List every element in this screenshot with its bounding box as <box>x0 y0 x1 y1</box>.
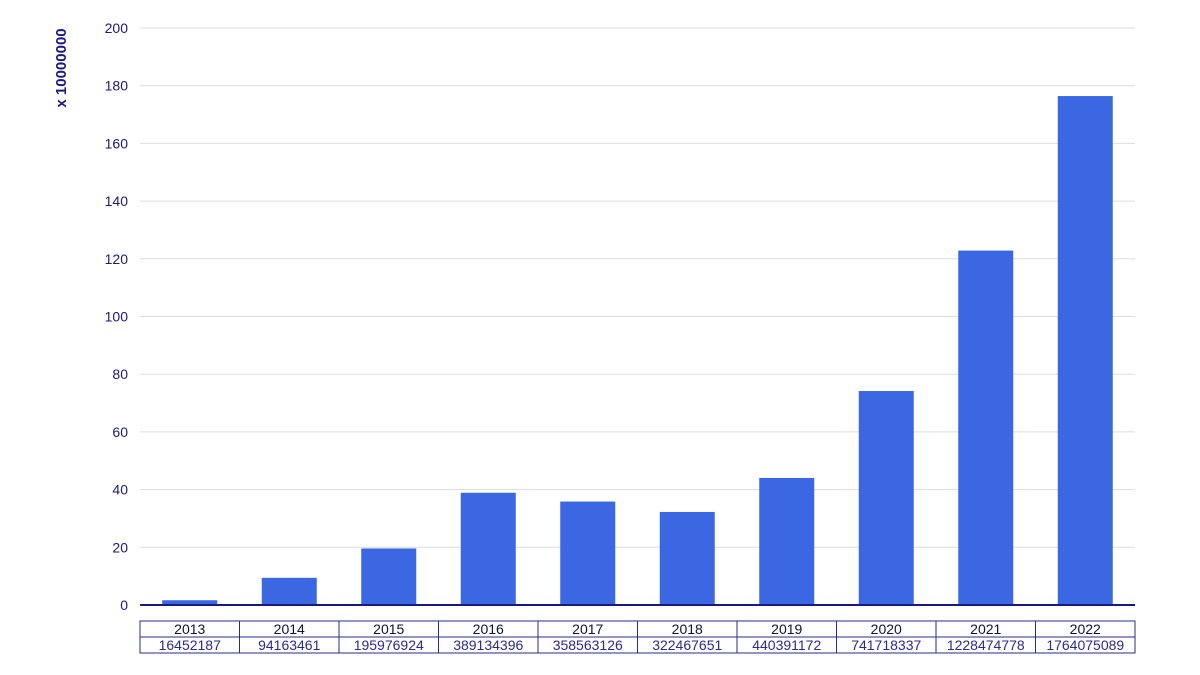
x-tick-label: 2020 <box>871 621 902 637</box>
y-tick-label: 200 <box>105 20 129 36</box>
table-value: 741718337 <box>851 637 921 653</box>
table-value: 322467651 <box>652 637 722 653</box>
bar-2020 <box>858 391 914 605</box>
table-value: 358563126 <box>553 637 623 653</box>
y-tick-label: 80 <box>112 366 128 382</box>
bar-2019 <box>759 477 815 605</box>
grid-lines <box>140 27 1135 548</box>
x-tick-label: 2021 <box>970 621 1001 637</box>
y-tick-label: 160 <box>105 135 129 151</box>
table-value: 1228474778 <box>947 637 1025 653</box>
table-value: 389134396 <box>453 637 523 653</box>
y-tick-label: 20 <box>112 539 128 555</box>
x-tick-label: 2018 <box>672 621 703 637</box>
x-tick-label: 2014 <box>274 621 305 637</box>
table-value: 195976924 <box>354 637 424 653</box>
bar-2016 <box>460 492 516 605</box>
table-value: 16452187 <box>159 637 222 653</box>
bar-2013 <box>162 600 218 605</box>
bars <box>162 96 1113 605</box>
y-tick-label: 140 <box>105 193 129 209</box>
x-tick-label: 2017 <box>572 621 603 637</box>
bar-2022 <box>1057 96 1113 605</box>
bar-2021 <box>958 250 1014 605</box>
bar-2015 <box>361 548 417 605</box>
x-tick-label: 2013 <box>174 621 205 637</box>
y-tick-label: 180 <box>105 78 129 94</box>
y-tick-label: 100 <box>105 309 129 325</box>
x-tick-label: 2019 <box>771 621 802 637</box>
x-tick-label: 2016 <box>473 621 504 637</box>
bar-2014 <box>261 577 317 605</box>
x-tick-label: 2022 <box>1070 621 1101 637</box>
y-tick-labels: 0 20 40 60 80 100 120 140 160 180 200 <box>105 20 129 613</box>
y-tick-label: 60 <box>112 424 128 440</box>
y-tick-label: 40 <box>112 482 128 498</box>
bar-2017 <box>560 501 616 605</box>
y-tick-label: 0 <box>120 597 128 613</box>
x-tick-label: 2015 <box>373 621 404 637</box>
table-value: 94163461 <box>258 637 321 653</box>
y-axis-label: x 10000000 <box>53 28 70 107</box>
bar-2018 <box>659 511 715 605</box>
table-value: 440391172 <box>752 637 821 653</box>
table-value: 1764075089 <box>1046 637 1124 653</box>
y-tick-label: 120 <box>105 251 129 267</box>
